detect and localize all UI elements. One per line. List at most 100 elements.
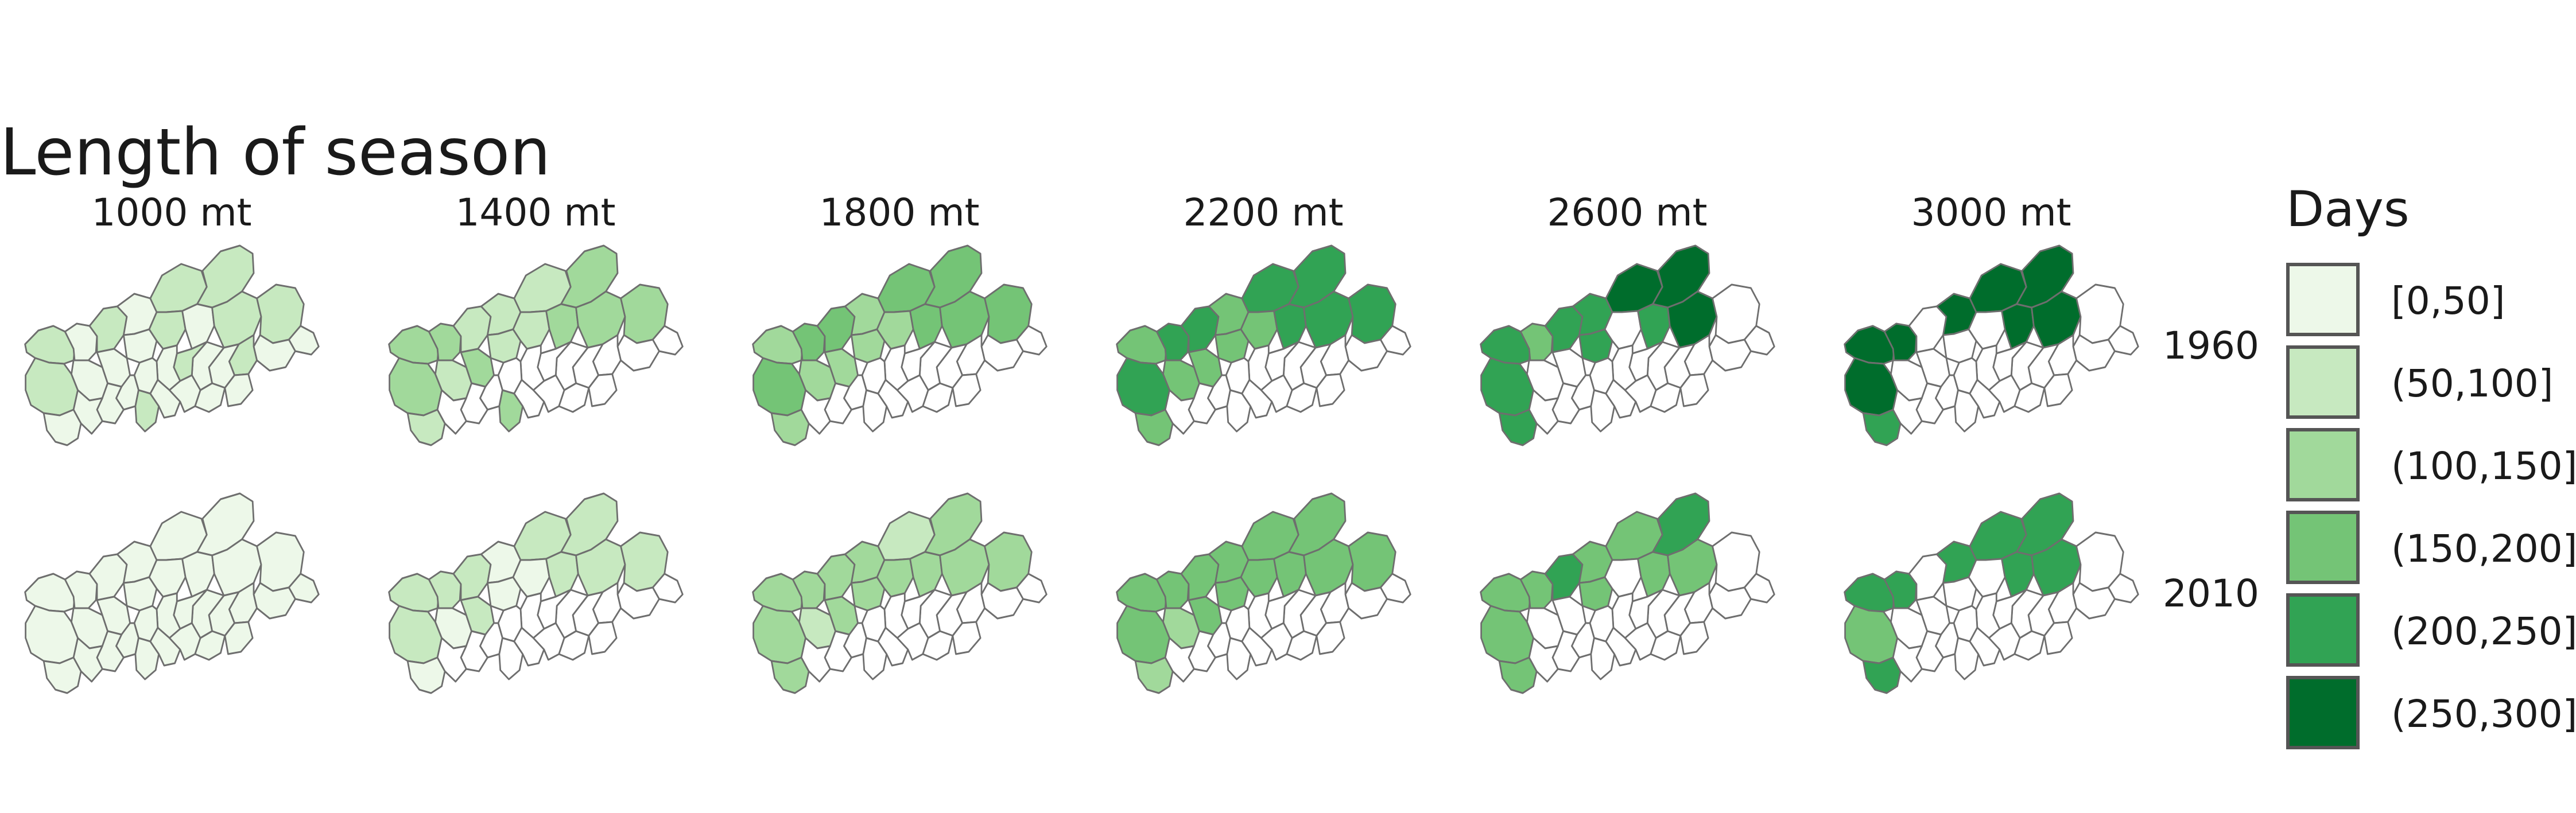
map-region [1862, 409, 1902, 446]
map-region [1519, 322, 1554, 361]
map-region [1303, 538, 1354, 597]
map-region [1844, 357, 1898, 417]
map-panel-2010-1000mt [24, 492, 320, 694]
map-region [181, 303, 215, 350]
map-region [851, 328, 886, 364]
map-region [1667, 538, 1718, 597]
map-region [1624, 374, 1657, 413]
map-region [2001, 303, 2035, 350]
map-region [64, 322, 98, 361]
map-region [134, 389, 160, 433]
map-region [1954, 637, 1980, 680]
legend-item: (150,200] [2286, 511, 2576, 591]
column-label-3000: 3000 mt [1911, 190, 2071, 235]
map-region [752, 357, 806, 417]
map-region [2014, 630, 2046, 661]
map-region [2031, 290, 2082, 349]
legend-item: (250,300] [2286, 676, 2576, 756]
map-region [952, 621, 981, 655]
map-region [224, 621, 254, 655]
map-region [558, 630, 590, 661]
legend-item: [0,50] [2286, 263, 2573, 343]
map-region [406, 656, 446, 694]
map-panel-1960-2200mt [1116, 244, 1411, 446]
map-region [42, 409, 82, 446]
map-region [1273, 551, 1307, 598]
legend-item: (100,150] [2286, 428, 2576, 508]
map-region [922, 382, 954, 413]
map-region [1650, 382, 1682, 413]
map-region [575, 538, 626, 597]
map-region [1116, 357, 1170, 417]
legend-label: (250,300] [2391, 692, 2576, 736]
map-panel-1960-1000mt [24, 244, 320, 446]
map-panel-2010-2200mt [1116, 492, 1411, 694]
map-region [211, 290, 262, 349]
map-region [1116, 605, 1170, 664]
map-region [1679, 373, 1709, 407]
map-region [2043, 373, 2073, 407]
map-region [1862, 656, 1902, 694]
map-region [1480, 605, 1534, 664]
map-region [952, 373, 981, 407]
map-region [428, 322, 462, 361]
map-region [1498, 409, 1538, 446]
map-region [1226, 637, 1252, 680]
map-region [588, 373, 618, 407]
map-region [64, 570, 98, 609]
map-region [487, 576, 522, 612]
map-region [72, 389, 103, 435]
map-region [792, 322, 826, 361]
legend-label: (150,200] [2391, 527, 2576, 571]
map-region [194, 382, 226, 413]
map-region [168, 374, 201, 413]
map-region [211, 538, 262, 597]
map-panel-1960-3000mt [1844, 244, 2139, 446]
map-region [2001, 551, 2035, 598]
map-region [1528, 389, 1559, 435]
map-region [487, 328, 522, 364]
map-region [545, 303, 579, 350]
map-region [406, 409, 446, 446]
map-region [1273, 303, 1307, 350]
map-region [498, 389, 524, 433]
map-region [168, 622, 201, 661]
map-region [770, 656, 810, 694]
figure-title: Length of season [0, 115, 551, 190]
legend-label: [0,50] [2391, 279, 2505, 323]
map-region [436, 389, 467, 435]
column-label-1000: 1000 mt [91, 190, 252, 235]
map-region [25, 605, 79, 664]
map-region [575, 290, 626, 349]
map-region [532, 374, 565, 413]
map-region [1155, 570, 1190, 609]
map-region [1316, 373, 1345, 407]
map-region [1942, 328, 1977, 364]
map-region [498, 637, 524, 680]
map-region [1883, 322, 1918, 361]
map-panel-2010-3000mt [1844, 492, 2139, 694]
map-region [800, 389, 831, 435]
map-panel-2010-1800mt [752, 492, 1048, 694]
map-region [1578, 576, 1613, 612]
map-panel-2010-2600mt [1480, 492, 1775, 694]
map-region [2031, 538, 2082, 597]
map-region [134, 637, 160, 680]
map-region [792, 570, 826, 609]
map-region [1286, 630, 1318, 661]
map-region [1164, 389, 1195, 435]
map-region [1260, 374, 1293, 413]
map-region [1578, 328, 1613, 364]
legend-label: (50,100] [2391, 361, 2554, 406]
column-label-1800: 1800 mt [819, 190, 980, 235]
map-region [1519, 570, 1554, 609]
map-region [939, 538, 990, 597]
map-region [1679, 621, 1709, 655]
legend-key [2286, 263, 2360, 336]
map-panel-1960-2600mt [1480, 244, 1775, 446]
map-region [752, 605, 806, 664]
map-panel-2010-1400mt [388, 492, 684, 694]
map-region [909, 551, 943, 598]
legend-label: (100,150] [2391, 444, 2576, 488]
map-region [1498, 656, 1538, 694]
